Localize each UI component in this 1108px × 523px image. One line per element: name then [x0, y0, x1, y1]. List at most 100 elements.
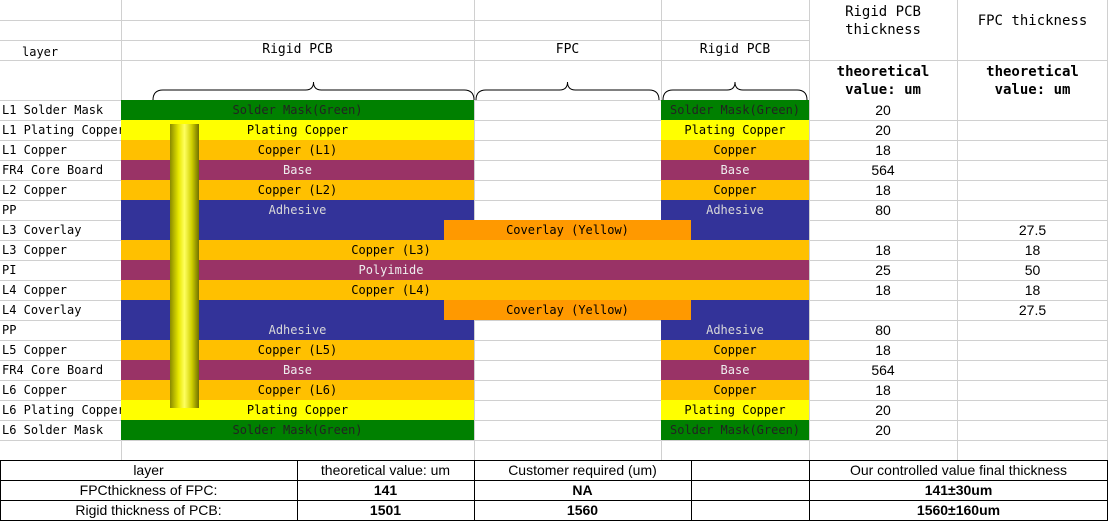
header-cell: theoretical value: um	[836, 64, 930, 98]
layer-name: L3 Coverlay	[2, 223, 82, 237]
layer-label: Solder Mask(Green)	[669, 103, 801, 117]
layer-name: L1 Copper	[2, 143, 68, 157]
layer-label: Copper (L4)	[351, 283, 431, 297]
layer-label: Base	[283, 363, 312, 377]
summary-header: theoretical value: um	[320, 462, 451, 478]
layer-name: L4 Copper	[2, 283, 68, 297]
layer-band	[661, 180, 809, 200]
layer-band	[661, 140, 809, 160]
layer-band	[121, 380, 474, 400]
rigid-value: 20	[875, 422, 891, 438]
rigid-value: 564	[871, 362, 895, 378]
rigid-value: 18	[875, 182, 891, 198]
layer-label: Adhesive	[268, 203, 327, 217]
fpc-value: 18	[1024, 242, 1041, 258]
rigid-value: 25	[875, 262, 891, 278]
layer-label: Adhesive	[706, 203, 764, 217]
fpc-value: 50	[1024, 262, 1041, 278]
layer-band	[121, 340, 474, 360]
layer-label: Base	[283, 163, 312, 177]
layer-label: Copper	[713, 383, 757, 397]
brace	[152, 81, 475, 101]
layer-band	[661, 420, 809, 440]
rigid-value: 80	[875, 322, 891, 338]
layer-name: L3 Copper	[2, 243, 68, 257]
layer-name: FR4 Core Board	[2, 363, 104, 377]
header-cell: Rigid PCB	[699, 42, 771, 57]
layer-band	[121, 240, 809, 260]
header-cell: theoretical value: um	[986, 64, 1079, 98]
layer-band	[661, 320, 809, 340]
layer-band	[444, 300, 691, 320]
layer-label: Base	[720, 163, 750, 177]
rigid-value: 80	[875, 202, 891, 218]
summary-cell: 141±30um	[924, 482, 993, 498]
summary-cell: FPCthickness of FPC:	[79, 482, 218, 498]
layer-name: L4 Coverlay	[2, 303, 82, 317]
layer-label: Solder Mask(Green)	[232, 423, 363, 437]
layer-band	[661, 200, 809, 220]
layer-band	[661, 160, 809, 180]
layer-label: Copper (L1)	[257, 143, 338, 157]
layer-band	[121, 160, 474, 180]
header-cell: FPC thickness	[977, 13, 1088, 29]
layer-band	[661, 340, 809, 360]
layer-label: Copper	[713, 143, 757, 157]
layer-name: FR4 Core Board	[2, 163, 104, 177]
fpc-value: 27.5	[1018, 302, 1047, 318]
layer-band	[661, 360, 809, 380]
layer-band	[121, 400, 474, 420]
layer-band	[121, 200, 474, 220]
via	[170, 124, 199, 408]
layer-name: PP	[2, 323, 17, 337]
rigid-value: 18	[875, 142, 891, 158]
fpc-value: 27.5	[1018, 222, 1047, 238]
summary-cell: Rigid thickness of PCB:	[75, 502, 222, 518]
summary-cell: 1501	[369, 502, 402, 518]
layer-band	[444, 220, 691, 240]
layer-label: Copper (L3)	[351, 243, 431, 257]
layer-band	[121, 300, 444, 320]
layer-band	[121, 260, 809, 280]
header-cell: Rigid PCB	[262, 42, 333, 57]
header-cell: Rigid PCB thickness	[845, 4, 921, 38]
layer-name: L5 Copper	[2, 343, 68, 357]
layer-band	[121, 280, 809, 300]
layer-label: Adhesive	[706, 323, 764, 337]
brace	[662, 81, 808, 101]
summary-header: Our controlled value final thickness	[849, 462, 1068, 478]
rigid-value: 18	[875, 382, 891, 398]
layer-label: Copper (L6)	[257, 383, 338, 397]
layer-band	[121, 120, 474, 140]
layer-label: Solder Mask(Green)	[669, 423, 801, 437]
summary-cell: 141	[373, 482, 398, 498]
layer-label: Coverlay (Yellow)	[506, 303, 629, 317]
layer-label: Copper	[713, 343, 757, 357]
layer-band	[661, 400, 809, 420]
rigid-value: 564	[871, 162, 895, 178]
layer-label: Solder Mask(Green)	[232, 103, 363, 117]
layer-band	[121, 420, 474, 440]
rigid-value: 18	[875, 242, 891, 258]
layer-band	[661, 380, 809, 400]
rigid-value: 18	[875, 282, 891, 298]
fpc-value: 18	[1024, 282, 1041, 298]
layer-band	[661, 100, 809, 120]
layer-band	[691, 300, 809, 320]
summary-header: layer	[133, 462, 164, 478]
brace	[475, 81, 660, 101]
layer-label: Plating Copper	[684, 403, 786, 417]
layer-name: L2 Copper	[2, 183, 68, 197]
layer-label: Plating Copper	[684, 123, 786, 137]
summary-cell: 1560±160um	[916, 502, 1001, 518]
layer-label: Copper (L5)	[257, 343, 338, 357]
layer-label: Adhesive	[268, 323, 327, 337]
rigid-value: 20	[875, 402, 891, 418]
layer-name: L1 Plating Copper	[2, 123, 125, 137]
layer-band	[661, 120, 809, 140]
layer-band	[121, 180, 474, 200]
layer-label: Plating Copper	[246, 403, 349, 417]
layer-label: Base	[720, 363, 750, 377]
layer-label: Coverlay (Yellow)	[506, 223, 629, 237]
